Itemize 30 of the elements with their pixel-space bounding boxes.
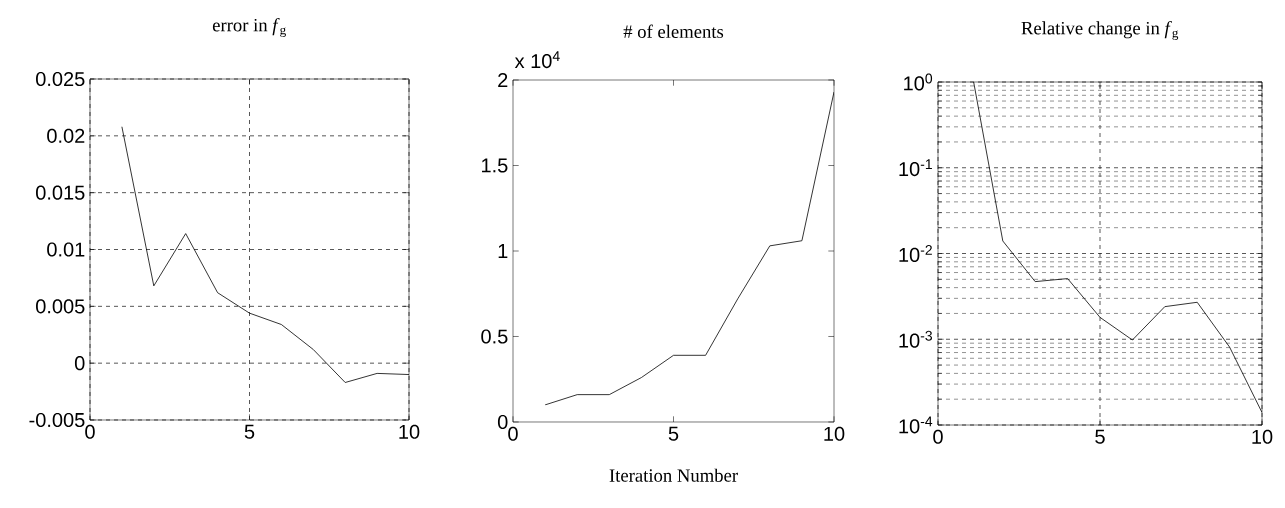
y-tick-label: 10$^{-4}$ (899, 416, 933, 434)
y-tick-label: 2 (498, 73, 508, 87)
y-tick-label: 1 (498, 244, 508, 258)
chart-title: # of elements (623, 24, 724, 38)
x-tick-label: 10 (399, 424, 420, 439)
y-tick-label: 0.015 (36, 185, 85, 200)
chart-title: Relative change in f$_{g}$ (1021, 21, 1179, 40)
y-tick-label: 1.5 (482, 158, 508, 173)
text: x 10$^{4}$ (514, 51, 560, 69)
y-tick-label: 10$^{-1}$ (899, 159, 932, 177)
y-tick-label: 10$^{0}$ (904, 73, 933, 91)
x-tick-label: 10 (1252, 429, 1273, 444)
y-tick-label: 10$^{-2}$ (899, 245, 932, 262)
y-tick-label: 0.01 (47, 242, 85, 257)
y-tick-label: 0.5 (481, 329, 508, 344)
y-tick-label: 0.005 (36, 299, 85, 314)
y-tick-label: 10$^{-3}$ (899, 330, 933, 348)
y-tick-label: -0.005 (29, 412, 85, 428)
x-tick-label: 10 (824, 426, 845, 441)
x-tick-label: 0 (933, 429, 943, 444)
x-tick-label: 5 (1095, 429, 1105, 444)
y-tick-label: 0.02 (47, 128, 85, 143)
x-tick-label: 5 (668, 426, 679, 441)
x-axis-title: Iteration Number (609, 468, 738, 482)
x-tick-label: 5 (244, 424, 255, 439)
x-tick-label: 0 (85, 424, 95, 439)
x-tick-label: 0 (508, 426, 518, 441)
y-tick-label: 0 (74, 356, 85, 371)
chart-title: error in f$_{g}$ (212, 18, 286, 37)
y-tick-label: 0.025 (36, 71, 85, 87)
